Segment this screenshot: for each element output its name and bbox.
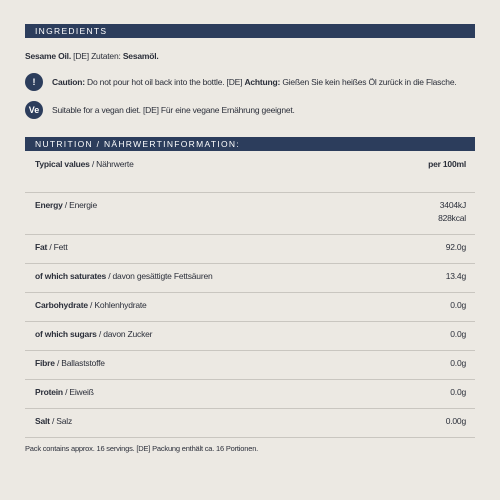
caution-label-de: Achtung: bbox=[244, 77, 281, 87]
row-label-de: / Energie bbox=[64, 200, 98, 210]
row-label-en: Fibre bbox=[35, 358, 55, 368]
ingredients-line: Sesame Oil. [DE] Zutaten: Sesamöl. bbox=[25, 51, 159, 61]
row-label-en: of which saturates bbox=[35, 271, 107, 281]
row-label-en: Carbohydrate bbox=[35, 300, 88, 310]
separator bbox=[25, 379, 475, 380]
ingredient-de: Sesamöl. bbox=[122, 51, 159, 61]
row-label-en: of which sugars bbox=[35, 329, 97, 339]
row-value: 828kcal bbox=[438, 213, 466, 223]
caution-icon: ! bbox=[25, 73, 43, 91]
table-header-label: Typical values / Nährwerte bbox=[35, 159, 134, 169]
row-label-en: Fat bbox=[35, 242, 48, 252]
row-label-de: / Fett bbox=[49, 242, 68, 252]
separator bbox=[25, 263, 475, 264]
separator bbox=[25, 234, 475, 235]
caution-text: Do not pour hot oil back into the bottle… bbox=[87, 77, 243, 87]
caution-text-de: Gießen Sie kein heißes Öl zurück in die … bbox=[282, 77, 457, 87]
separator bbox=[25, 437, 475, 438]
separator bbox=[25, 408, 475, 409]
row-value: 0.0g bbox=[450, 387, 466, 397]
vegan-text: Suitable for a vegan diet. [DE] Für eine… bbox=[52, 105, 295, 115]
vegan-icon: Ve bbox=[25, 101, 43, 119]
row-label: of which sugars / davon Zucker bbox=[35, 329, 153, 339]
row-value: 0.0g bbox=[450, 358, 466, 368]
row-label: Fat / Fett bbox=[35, 242, 68, 252]
row-label-de: / Kohlenhydrate bbox=[90, 300, 147, 310]
row-label-en: Salt bbox=[35, 416, 50, 426]
row-value: 0.00g bbox=[445, 416, 466, 426]
row-label-de: / davon gesättigte Fettsäuren bbox=[108, 271, 213, 281]
row-label: Salt / Salz bbox=[35, 416, 72, 426]
ingredients-heading: INGREDIENTS bbox=[25, 24, 475, 38]
row-label: Protein / Eiweiß bbox=[35, 387, 94, 397]
separator bbox=[25, 292, 475, 293]
separator bbox=[25, 192, 475, 193]
row-value: 3404kJ bbox=[439, 200, 466, 210]
row-label-de: / davon Zucker bbox=[98, 329, 153, 339]
caution-line: Caution: Do not pour hot oil back into t… bbox=[52, 77, 457, 87]
row-label: Energy / Energie bbox=[35, 200, 97, 210]
ingredient-prefix: [DE] Zutaten: bbox=[73, 51, 121, 61]
row-label-de: / Ballaststoffe bbox=[56, 358, 105, 368]
ingredient-en: Sesame Oil. bbox=[25, 51, 71, 61]
row-label: Fibre / Ballaststoffe bbox=[35, 358, 105, 368]
header-en: Typical values bbox=[35, 159, 90, 169]
row-value: 92.0g bbox=[445, 242, 466, 252]
row-label: Carbohydrate / Kohlenhydrate bbox=[35, 300, 147, 310]
row-value: 0.0g bbox=[450, 300, 466, 310]
row-value: 13.4g bbox=[445, 271, 466, 281]
separator bbox=[25, 321, 475, 322]
row-label: of which saturates / davon gesättigte Fe… bbox=[35, 271, 213, 281]
separator bbox=[25, 350, 475, 351]
row-label-de: / Salz bbox=[51, 416, 73, 426]
nutrition-heading: NUTRITION / NÄHRWERTINFORMATION: bbox=[25, 137, 475, 151]
header-value: per 100ml bbox=[428, 159, 466, 169]
caution-label: Caution: bbox=[52, 77, 85, 87]
row-label-de: / Eiweiß bbox=[65, 387, 94, 397]
row-value: 0.0g bbox=[450, 329, 466, 339]
header-de: / Nährwerte bbox=[91, 159, 134, 169]
footer: Pack contains approx. 16 servings. [DE] … bbox=[25, 444, 259, 453]
row-label-en: Energy bbox=[35, 200, 63, 210]
row-label-en: Protein bbox=[35, 387, 63, 397]
